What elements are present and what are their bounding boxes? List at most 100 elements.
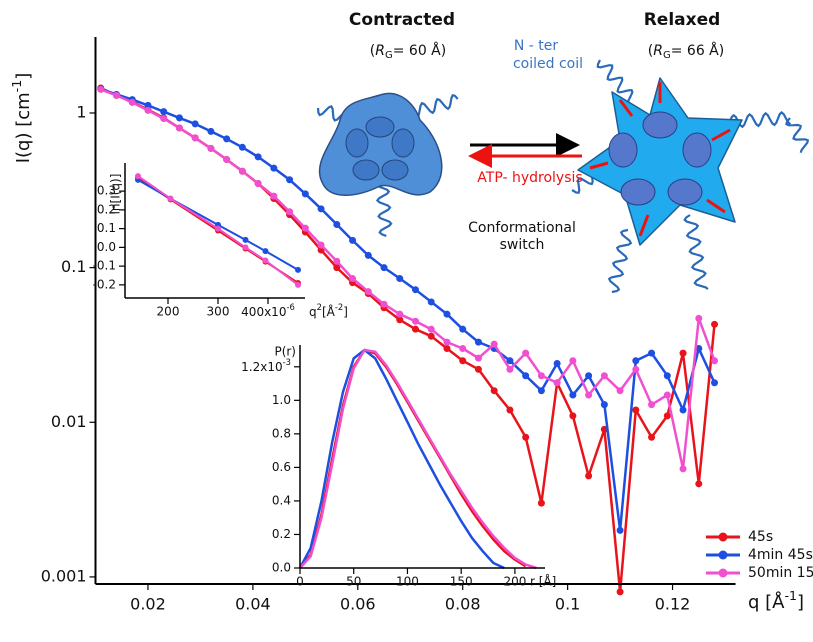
data-point [679, 406, 687, 414]
contracted-protein [318, 92, 443, 196]
data-point [254, 153, 262, 161]
data-point [396, 310, 404, 318]
data-point [128, 98, 136, 106]
data-point [333, 257, 341, 265]
data-point [317, 205, 325, 213]
y-tick-label: 1 [76, 102, 86, 121]
relaxed-markers [589, 82, 731, 237]
x-tick-label: 0.1 [555, 595, 580, 614]
data-point [144, 106, 152, 114]
data-point [648, 401, 656, 409]
data-point [412, 286, 419, 294]
x-tick-label: 150 [450, 575, 473, 589]
x-axis-title: q2[Å-2] [309, 302, 348, 319]
x-tick-label: 300 [207, 305, 230, 319]
x-tick-label: 0 [296, 575, 304, 589]
data-point [333, 221, 341, 229]
rg-part: G [385, 50, 393, 61]
label-part: ] [797, 592, 804, 613]
contracted-ring [345, 116, 415, 181]
label-part: [Å [322, 304, 336, 319]
rg-part: = 60 Å) [393, 42, 446, 59]
y-tick-label: 0.1 [61, 257, 86, 276]
relaxed-ring [608, 111, 712, 206]
data-point [160, 108, 168, 116]
x-tick-label: 0.08 [445, 595, 481, 614]
data-point [663, 391, 671, 399]
y-tick-label: 0.8 [272, 426, 291, 440]
x-tick-label: 100 [396, 575, 419, 589]
y-tick-label: 1.0 [272, 393, 291, 407]
data-point [396, 316, 404, 324]
data-point [238, 143, 246, 151]
conformation-diagram: Contracted (RG= 60 Å) Relaxed (RG= 66 Å)… [316, 10, 810, 294]
data-point [242, 244, 249, 251]
contracted-title: Contracted [349, 10, 455, 30]
legend-label: 50min 15s [748, 565, 813, 581]
series-line [298, 348, 505, 570]
data-point [679, 465, 687, 473]
coil [411, 94, 459, 119]
y-tick-label: 0.01 [51, 412, 87, 431]
x-tick-label: 0.12 [655, 595, 691, 614]
data-point [537, 372, 545, 380]
data-point [160, 115, 168, 123]
data-point [223, 135, 231, 143]
legend-swatch [718, 532, 728, 542]
data-point [569, 412, 577, 420]
data-point [490, 340, 498, 348]
y-axis-title: I(q) [cm-1] [8, 73, 34, 164]
label-part: q [Å [748, 591, 785, 613]
rg-part: ( [370, 43, 375, 59]
data-point [711, 379, 719, 387]
y-axis-title: P(r) [274, 345, 296, 359]
contracted-rg: (RG= 60 Å) [370, 42, 446, 61]
data-point [262, 248, 269, 255]
x-tick-label: 0.06 [340, 595, 376, 614]
data-point [695, 480, 703, 488]
y-tick-label: 1.2x10-3 [241, 356, 291, 373]
y-tick-label: 0.0 [97, 240, 116, 254]
data-point [207, 127, 215, 135]
data-point [632, 357, 640, 365]
coil [596, 59, 634, 104]
relaxed-protein [577, 77, 743, 246]
y-tick-label: 0.4 [272, 493, 291, 507]
data-point [112, 91, 120, 99]
y-tick-label: 0.1 [97, 221, 116, 235]
tick-label-part: 400x10 [241, 305, 286, 319]
x-axis-title: r [Å] [530, 574, 556, 589]
legend-label: 45s [748, 529, 773, 545]
data-point [135, 173, 141, 180]
label-part: q [309, 305, 317, 319]
rg-part: G [663, 50, 671, 61]
label-part: ] [343, 305, 348, 319]
data-point [427, 298, 435, 306]
data-point [711, 357, 719, 365]
label-part: 2 [317, 302, 322, 312]
data-point [600, 401, 608, 409]
tick-label-part: 1.2x10 [241, 359, 282, 373]
y-tick-label: 0.2 [97, 202, 116, 216]
plot: 0.0 0.2 0.4 0.6 0.8 1.0 1.2x10-3 0 50 100 150 200 [241, 345, 545, 589]
data-point [286, 208, 294, 216]
relaxed-title: Relaxed [644, 10, 721, 30]
y-axis-title: ln[I(q)] [109, 174, 123, 215]
data-point [474, 354, 482, 362]
data-point [522, 372, 530, 380]
data-point [569, 391, 577, 399]
data-point [396, 275, 404, 283]
legend-swatch [718, 568, 728, 578]
data-point [427, 325, 435, 333]
data-point [207, 144, 215, 152]
data-point [364, 288, 372, 296]
data-point [459, 357, 467, 365]
data-point [380, 264, 388, 272]
data-point [443, 344, 451, 352]
coil [785, 117, 810, 154]
data-point [254, 179, 262, 187]
atp-label: ATP- hydrolysis [477, 170, 582, 186]
data-point [632, 365, 640, 373]
data-point [427, 332, 435, 340]
